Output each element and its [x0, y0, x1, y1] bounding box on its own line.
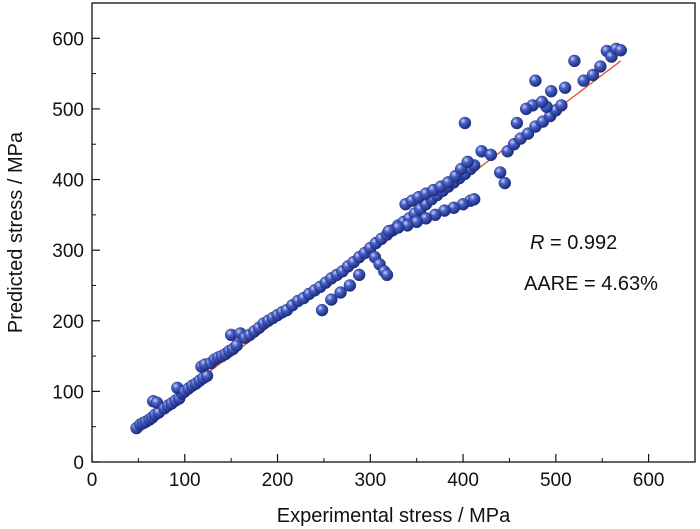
data-point	[614, 44, 627, 57]
annotation-r-text: = 0.992	[544, 232, 617, 254]
x-tick-label: 200	[262, 470, 294, 491]
data-point	[325, 293, 338, 306]
data-point	[334, 286, 347, 299]
data-point	[555, 99, 568, 112]
data-point	[558, 81, 572, 94]
y-tick-label: 200	[52, 312, 84, 333]
x-tick-label: 100	[169, 470, 201, 491]
y-axis-title: Predicted stress / MPa	[5, 131, 27, 333]
data-point	[586, 68, 600, 82]
data-point	[382, 224, 396, 238]
data-point	[568, 54, 581, 68]
x-tick-label: 500	[540, 470, 572, 491]
data-point	[519, 102, 533, 116]
plot-area-frame	[91, 2, 696, 463]
x-tick-label: 300	[354, 470, 386, 491]
annotation-r-symbol: R	[530, 232, 544, 254]
data-point	[493, 166, 507, 179]
y-tick-label: 600	[52, 29, 84, 50]
data-point	[545, 85, 558, 98]
x-tick-label: 400	[447, 470, 479, 491]
data-point	[510, 116, 524, 130]
y-tick-label: 500	[52, 100, 84, 121]
data-point	[535, 95, 549, 109]
axis-ticks: 0 100 200 300 400 500 600 0 100 200 300 400 500 600	[52, 2, 696, 491]
x-tick-label: 600	[633, 470, 665, 491]
data-point	[315, 303, 329, 317]
data-point	[352, 268, 366, 282]
data-point	[458, 116, 472, 130]
y-tick-label: 400	[52, 171, 84, 192]
data-point	[529, 74, 542, 87]
x-axis-title: Experimental stress / MPa	[277, 505, 511, 527]
x-tick-label: 0	[87, 470, 98, 491]
y-tick-label: 300	[52, 241, 84, 262]
data-point	[461, 155, 474, 169]
data-point	[468, 193, 481, 206]
data-point	[577, 74, 590, 87]
data-point	[230, 339, 243, 352]
data-points	[130, 42, 627, 435]
y-tick-label: 0	[73, 453, 84, 474]
data-point	[343, 279, 357, 292]
data-point	[484, 148, 498, 162]
annotation-aare: AARE = 4.63%	[524, 273, 658, 295]
y-tick-label: 100	[52, 382, 84, 403]
data-point	[594, 60, 607, 73]
data-point	[380, 268, 394, 282]
data-point	[498, 176, 512, 190]
annotation-r-value: R = 0.992	[530, 232, 617, 254]
